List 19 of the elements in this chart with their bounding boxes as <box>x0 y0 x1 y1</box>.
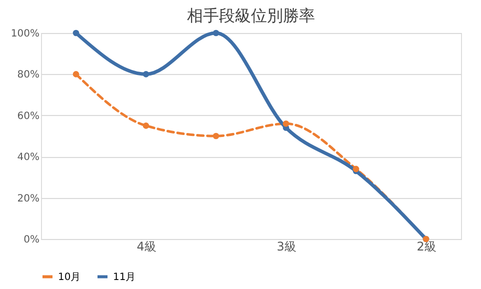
point <box>212 30 220 36</box>
legend-label: 10月 <box>58 272 81 283</box>
point <box>212 132 220 140</box>
y-tick-label: 40% <box>17 152 40 164</box>
y-tick-label: 60% <box>17 110 40 122</box>
point <box>142 122 150 129</box>
legend-label: 11月 <box>113 272 136 283</box>
x-tick-label: 4級 <box>136 240 156 254</box>
x-tick-label: 2級 <box>416 240 436 254</box>
point <box>142 71 150 78</box>
point <box>72 71 80 78</box>
point <box>72 30 80 36</box>
y-tick-label: 100% <box>10 28 40 40</box>
x-tick-label: 3級 <box>276 240 296 254</box>
y-tick-label: 0% <box>24 234 40 246</box>
y-tick-label: 20% <box>17 193 40 204</box>
point <box>282 120 290 127</box>
chart-title: 相手段級位別勝率 <box>187 6 315 25</box>
y-tick-label: 80% <box>17 70 40 81</box>
